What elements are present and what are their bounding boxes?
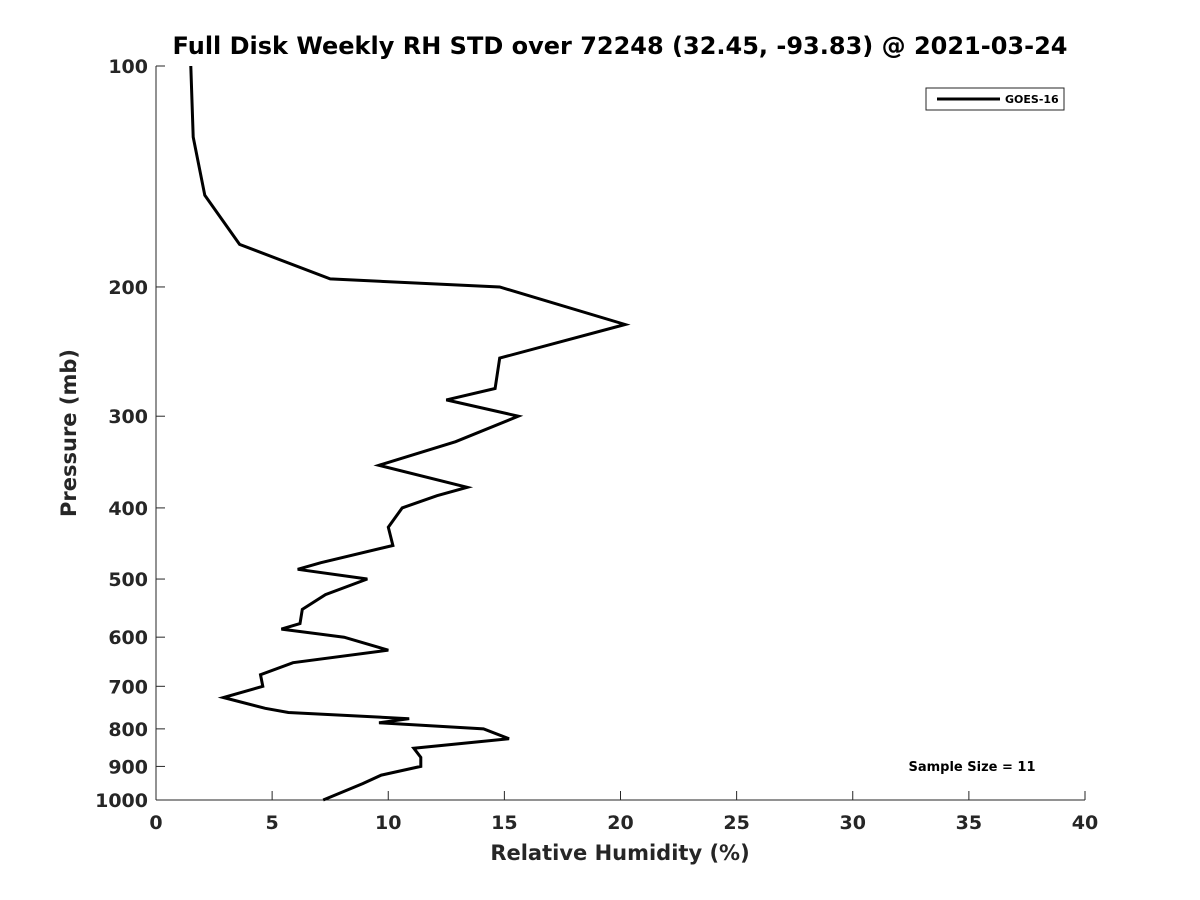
x-tick-label: 5 xyxy=(266,812,279,834)
x-tick-label: 10 xyxy=(375,812,401,834)
x-tick-label: 25 xyxy=(723,812,749,834)
y-tick-label: 300 xyxy=(108,406,148,428)
y-axis-ticks: 100 200 300 400 500 600 700 800 900 1000 xyxy=(95,56,165,812)
series-line-goes-16 xyxy=(189,65,631,802)
chart-title: Full Disk Weekly RH STD over 72248 (32.4… xyxy=(173,32,1068,60)
x-axis-label: Relative Humidity (%) xyxy=(490,841,749,865)
x-tick-label: 30 xyxy=(840,812,866,834)
x-tick-label: 40 xyxy=(1072,812,1098,834)
y-tick-label: 800 xyxy=(108,719,148,741)
y-tick-label: 500 xyxy=(108,569,148,591)
y-axis-label: Pressure (mb) xyxy=(57,349,81,517)
y-tick-label: 600 xyxy=(108,627,148,649)
x-tick-label: 20 xyxy=(607,812,633,834)
legend: GOES-16 xyxy=(925,87,1065,111)
y-tick-label: 1000 xyxy=(95,790,148,812)
legend-label-goes-16: GOES-16 xyxy=(1005,93,1059,106)
x-tick-label: 15 xyxy=(491,812,517,834)
x-axis-ticks: 0 5 10 15 20 25 30 35 40 xyxy=(149,791,1098,834)
sample-size-annotation: Sample Size = 11 xyxy=(908,760,1035,775)
x-tick-label: 35 xyxy=(956,812,982,834)
y-tick-label: 400 xyxy=(108,498,148,520)
y-tick-label: 100 xyxy=(108,56,148,78)
x-tick-label: 0 xyxy=(149,812,162,834)
y-tick-label: 900 xyxy=(108,756,148,778)
y-tick-label: 700 xyxy=(108,676,148,698)
y-tick-label: 200 xyxy=(108,277,148,299)
